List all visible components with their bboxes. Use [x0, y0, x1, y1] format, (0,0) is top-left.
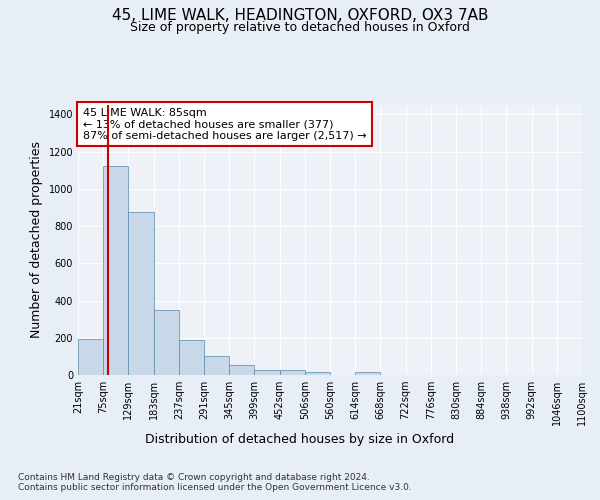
- Y-axis label: Number of detached properties: Number of detached properties: [30, 142, 43, 338]
- Text: Distribution of detached houses by size in Oxford: Distribution of detached houses by size …: [145, 432, 455, 446]
- Text: 45, LIME WALK, HEADINGTON, OXFORD, OX3 7AB: 45, LIME WALK, HEADINGTON, OXFORD, OX3 7…: [112, 8, 488, 22]
- Text: Size of property relative to detached houses in Oxford: Size of property relative to detached ho…: [130, 21, 470, 34]
- Text: Contains HM Land Registry data © Crown copyright and database right 2024.
Contai: Contains HM Land Registry data © Crown c…: [18, 472, 412, 492]
- Bar: [78, 338, 103, 375]
- Bar: [103, 166, 128, 375]
- Bar: [355, 372, 380, 375]
- Bar: [154, 310, 179, 375]
- Bar: [229, 366, 254, 375]
- Bar: [305, 372, 330, 375]
- Text: 45 LIME WALK: 85sqm
← 13% of detached houses are smaller (377)
87% of semi-detac: 45 LIME WALK: 85sqm ← 13% of detached ho…: [83, 108, 367, 141]
- Bar: [128, 212, 154, 375]
- Bar: [254, 370, 280, 375]
- Bar: [280, 370, 305, 375]
- Bar: [179, 340, 204, 375]
- Bar: [204, 356, 229, 375]
